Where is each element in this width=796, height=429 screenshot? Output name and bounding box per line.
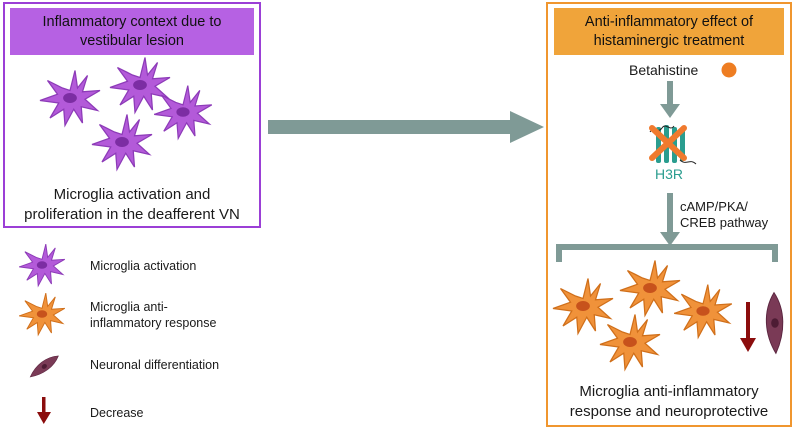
- drug-arrow: [660, 81, 680, 118]
- pathway-arrow: [660, 193, 680, 246]
- purple-microglia-icon: [18, 243, 66, 287]
- neuron-icon: [26, 351, 62, 381]
- orange-microglia-icon: [18, 292, 66, 336]
- down-arrow-icon: [740, 302, 756, 352]
- down-arrow-icon: [37, 397, 51, 424]
- legend-item-neuronal-differentiation: Neuronal differentiation: [90, 358, 220, 372]
- transition-arrow: [268, 111, 544, 143]
- legend-item-microglia-activation: Microglia activation: [90, 259, 197, 273]
- legend-item-anti-inflammatory: Microglia anti- inflammatory response: [90, 300, 217, 330]
- pathway-label: cAMP/PKA/ CREB pathway: [680, 199, 769, 230]
- left-panel-caption: Microglia activation and proliferation i…: [24, 186, 240, 223]
- betahistine-label: Betahistine: [629, 62, 699, 78]
- bracket: [556, 244, 778, 262]
- h3r-label: H3R: [655, 166, 684, 182]
- right-panel-title: Anti-inflammatory effect of histaminergi…: [554, 8, 784, 55]
- left-panel-title: Inflammatory context due to vestibular l…: [10, 8, 254, 55]
- anti-inflammatory-panel: Anti-inflammatory effect of histaminergi…: [546, 2, 792, 427]
- inflammatory-context-panel: Inflammatory context due to vestibular l…: [3, 2, 261, 228]
- betahistine-dot-icon: [721, 62, 737, 78]
- purple-microglia-icon: [109, 56, 171, 114]
- inhibition-cross-icon: [649, 125, 687, 161]
- purple-microglia-icon: [39, 69, 101, 127]
- right-panel-caption: Microglia anti-inflammatory response and…: [569, 383, 769, 420]
- legend-item-decrease: Decrease: [90, 406, 144, 420]
- purple-microglia-icon: [91, 113, 153, 171]
